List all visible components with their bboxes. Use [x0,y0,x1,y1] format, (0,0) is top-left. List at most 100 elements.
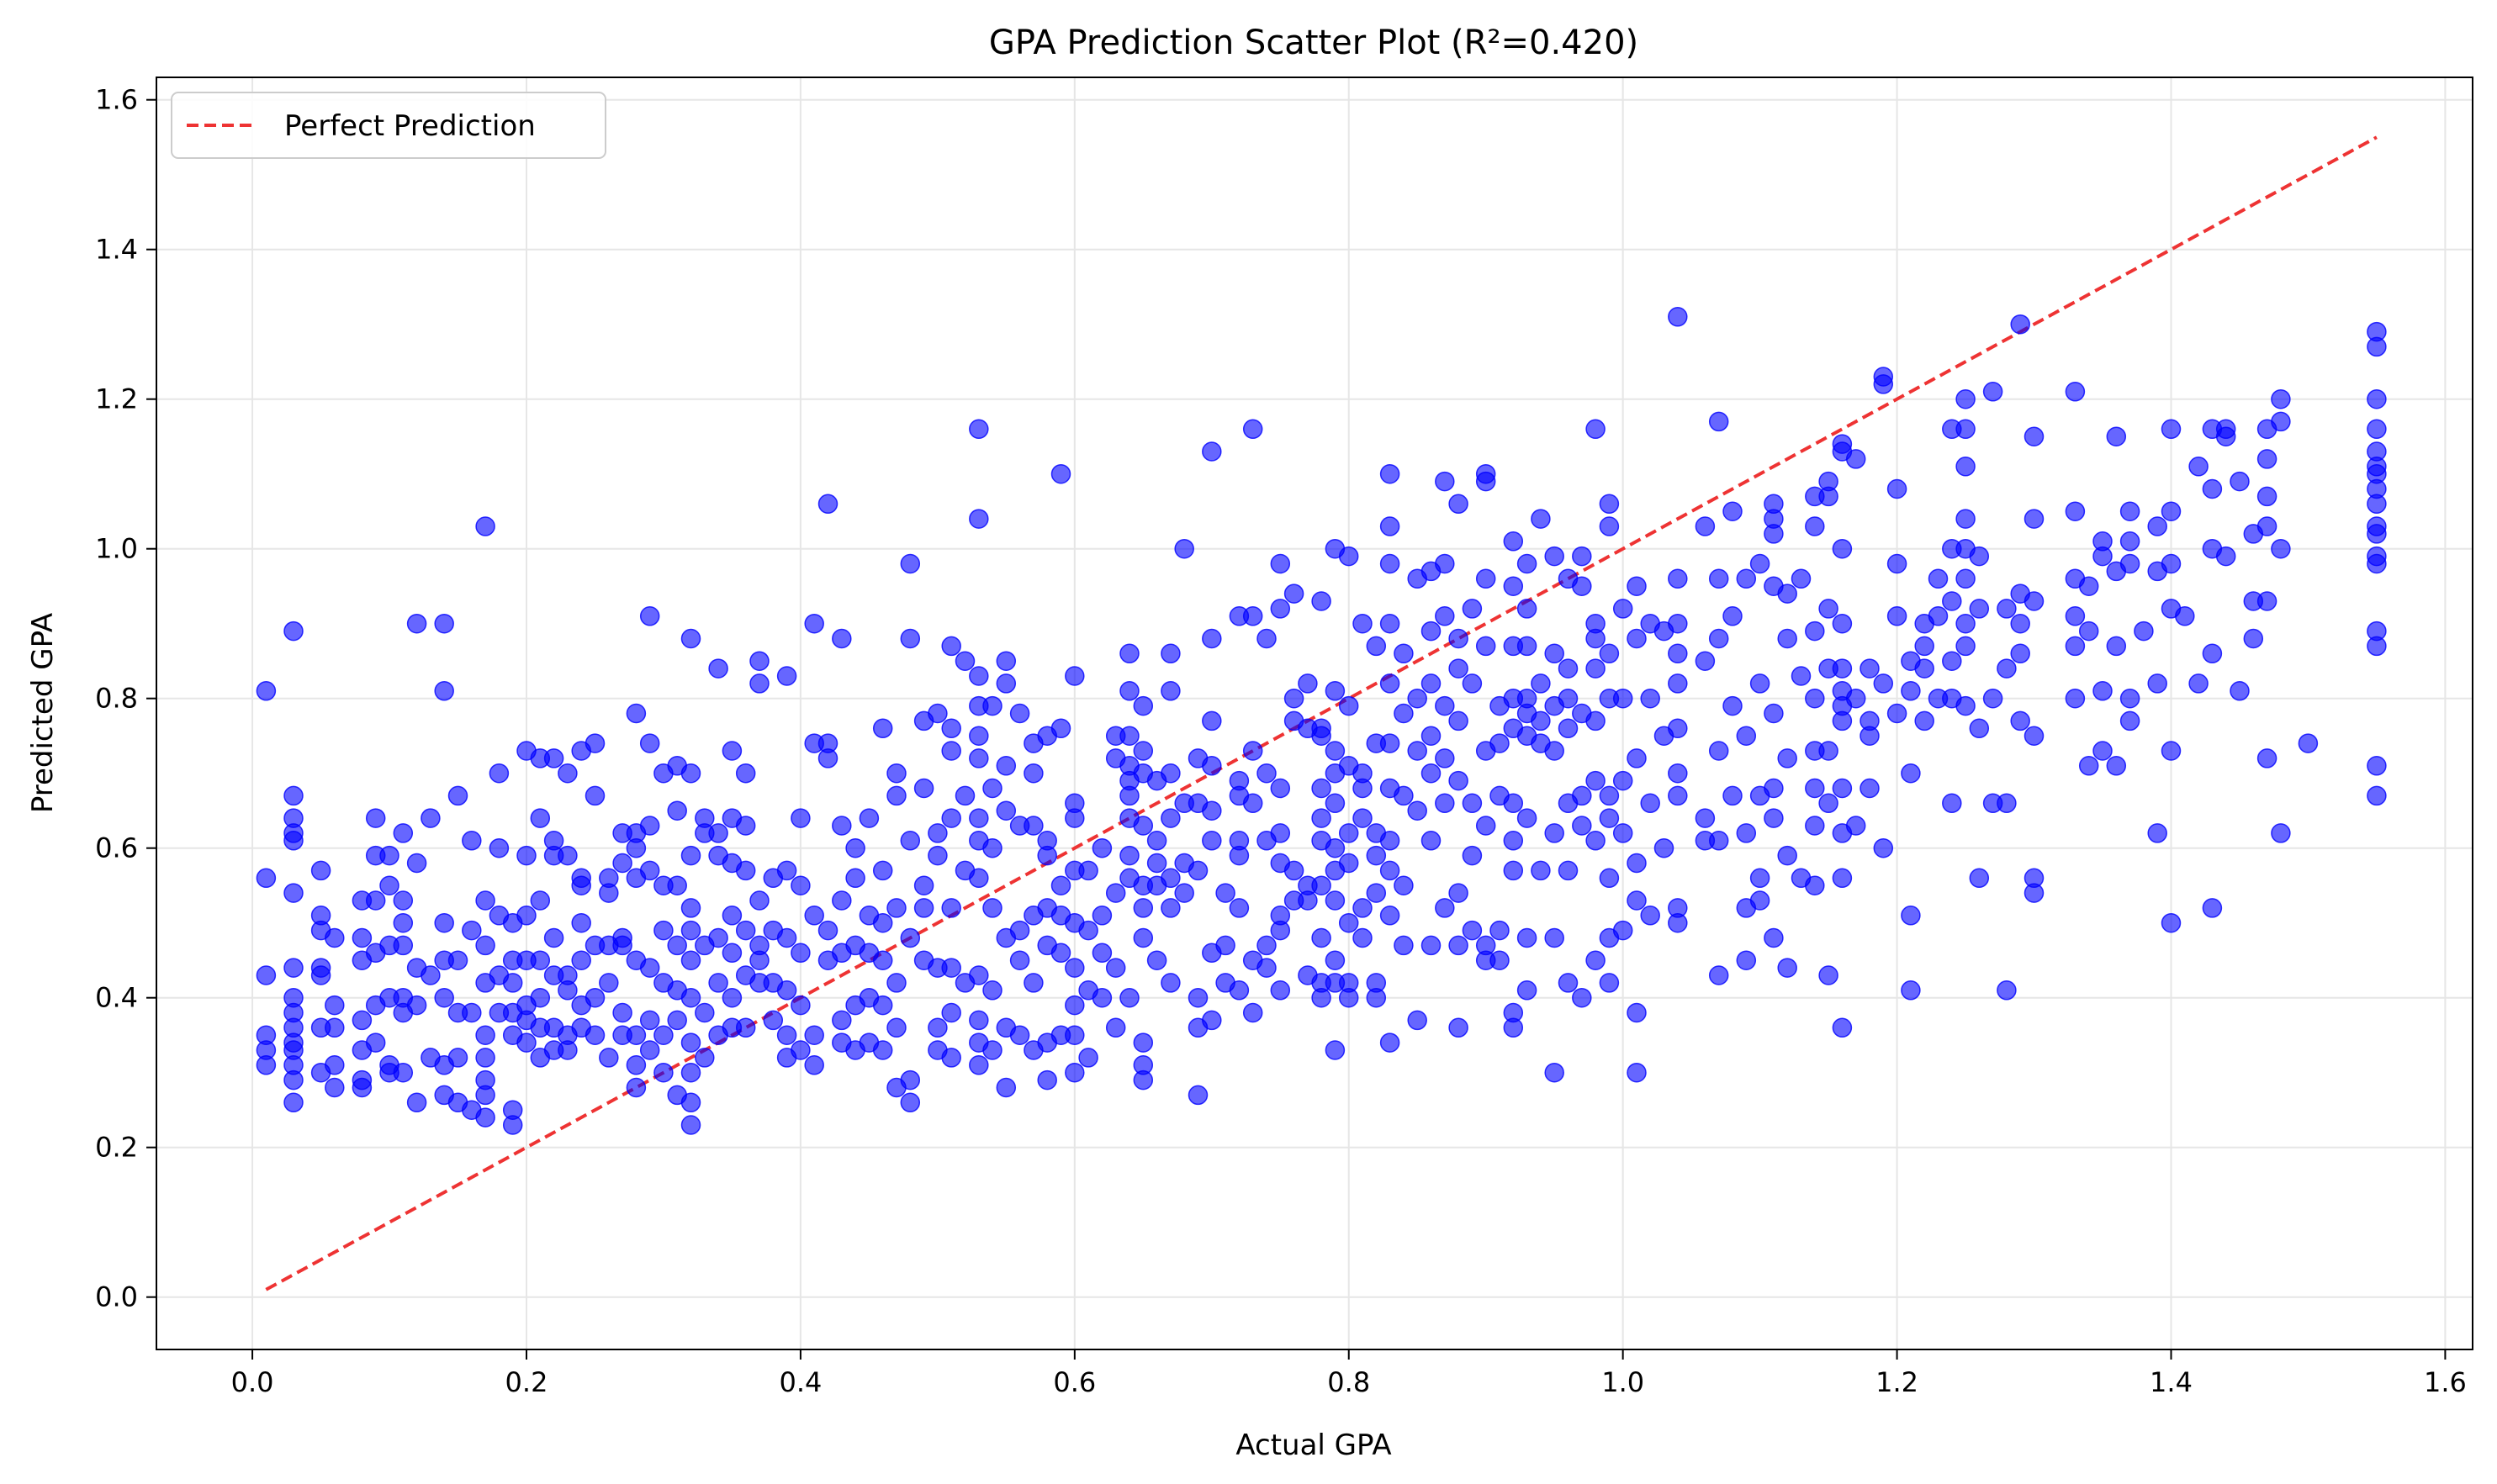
scatter-point [941,636,961,657]
scatter-point [900,1092,921,1113]
scatter-point [1256,935,1277,956]
scatter-point [1777,584,1797,604]
scatter-point [1805,621,1825,642]
scatter-point [475,935,495,956]
scatter-point [283,831,304,851]
scatter-point [1379,613,1400,634]
scatter-point [1832,538,1853,559]
scatter-point [2175,606,2195,626]
scatter-point [1585,628,1606,649]
scatter-point [1242,741,1263,761]
scatter-point [1161,973,1181,993]
scatter-point [2256,449,2277,469]
x-tick-label: 0.4 [779,1366,822,1398]
scatter-point [1161,681,1181,701]
scatter-point [1435,695,1455,716]
scatter-point [1612,823,1633,843]
scatter-point [1901,906,1921,926]
scatter-point [1325,741,1346,761]
scatter-point [913,898,934,918]
scatter-point [749,673,770,694]
scatter-point [1668,912,1688,933]
scatter-point [2188,673,2209,694]
scatter-point [1845,688,1866,709]
scatter-point [1338,546,1359,567]
x-axis-label: Actual GPA [1235,1429,1391,1462]
scatter-point [2230,681,2250,701]
scatter-point [462,831,482,851]
scatter-point [2024,726,2045,746]
legend: Perfect Prediction [171,92,606,159]
scatter-point [2367,785,2387,806]
scatter-point [2119,710,2140,731]
scatter-point [680,1032,701,1053]
scatter-point [256,681,277,701]
scatter-point [708,658,728,679]
scatter-point [1627,748,1647,768]
scatter-point [1050,718,1071,739]
scatter-point [1338,853,1359,874]
scatter-point [530,950,551,970]
scatter-point [722,906,743,926]
scatter-point [1242,606,1263,626]
plot-frame [156,77,2473,1350]
scatter-point [1599,516,1620,536]
scatter-point [1531,860,1551,881]
scatter-point [639,1010,660,1031]
scatter-point [680,920,701,941]
scatter-point [1065,1062,1085,1083]
scatter-point [1572,546,1592,567]
scatter-point [447,1048,468,1068]
scatter-point [1092,943,1113,964]
scatter-point [1668,613,1688,634]
scatter-point [722,943,743,964]
scatter-point [1475,568,1496,589]
scatter-point [1668,718,1688,739]
scatter-point [475,1107,495,1128]
scatter-point [489,763,510,784]
scatter-point [2106,756,2127,776]
scatter-point [2134,621,2154,642]
scatter-point [612,935,632,956]
scatter-point [1860,658,1880,679]
scatter-point [1325,793,1346,814]
scatter-point [1394,703,1414,724]
scatter-point [1435,748,1455,768]
scatter-point [680,950,701,970]
scatter-point [1503,831,1524,851]
scatter-point [1708,628,1729,649]
scatter-point [1352,613,1373,634]
scatter-point [1448,935,1468,956]
scatter-point [599,973,619,993]
scatter-point [2078,756,2099,776]
scatter-point [2065,501,2086,521]
scatter-point [1338,823,1359,843]
scatter-point [1955,457,1976,477]
scatter-point [776,1025,797,1045]
scatter-point [1708,411,1729,432]
scatter-point [817,920,839,941]
scatter-point [1873,374,1894,394]
scatter-point [955,651,976,671]
scatter-point [571,912,591,933]
scatter-point [1544,741,1564,761]
scatter-point [1119,845,1140,866]
scatter-point [2367,388,2387,409]
y-tick-label: 0.2 [95,1132,138,1164]
scatter-point [1599,973,1620,993]
scatter-point [612,1002,632,1023]
scatter-point [1366,987,1387,1008]
scatter-point [1791,666,1812,686]
scatter-point [1420,726,1442,746]
scatter-point [1462,793,1483,814]
scatter-point [1420,935,1442,956]
scatter-point [1394,785,1414,806]
scatter-point [680,1062,701,1083]
scatter-point [996,756,1017,776]
scatter-point [1133,695,1154,716]
scatter-point [1448,710,1468,731]
scatter-point [2119,501,2140,521]
scatter-point [1708,568,1729,589]
scatter-point [1599,785,1620,806]
scatter-point [1146,853,1167,874]
